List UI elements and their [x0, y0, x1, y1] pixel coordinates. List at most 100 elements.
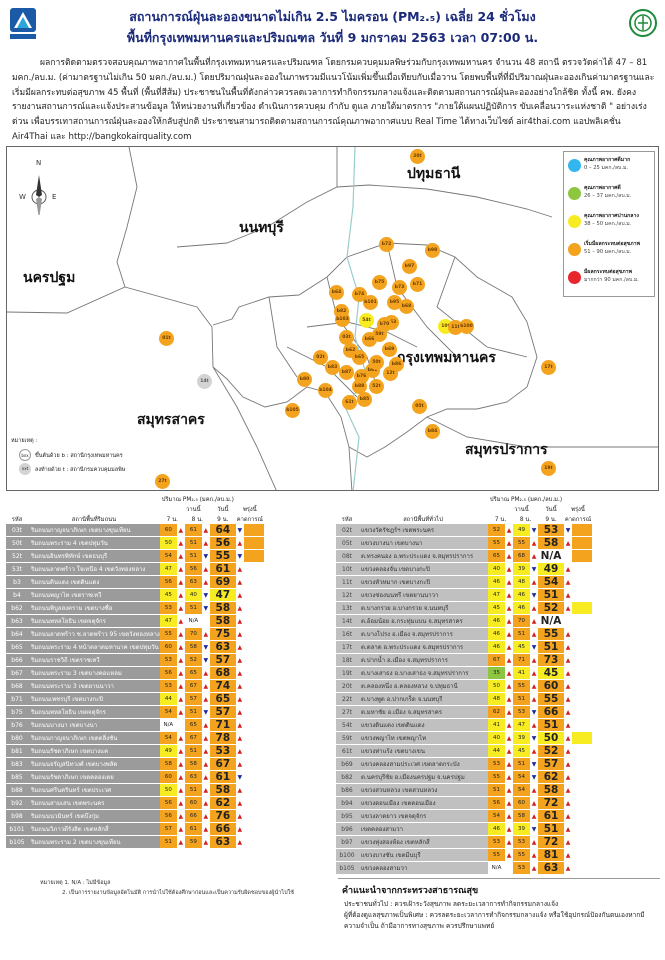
remark-text: ขึ้นต้นด้วย b : สถานีกรุงเทพมหานคร: [35, 453, 123, 459]
legend-range: 26 – 37 มคก./ลบ.ม.: [584, 193, 632, 199]
value-today: 53: [209, 744, 236, 758]
value-8am: 55: [513, 679, 530, 693]
station-code: b86: [336, 783, 358, 797]
value-today: 53: [538, 524, 564, 537]
station-code: b105: [6, 835, 28, 849]
value-7am: 56: [159, 575, 177, 589]
station-name: ริมถนนรัชดาภิเษก เขตคลองเตย: [28, 770, 160, 784]
station-code: 27t: [336, 705, 358, 719]
trend-8am-icon: ▲: [201, 731, 210, 745]
code-header: รหัส: [341, 517, 353, 523]
station-code: 52t: [6, 549, 28, 563]
station-name: แขวงบางชัน เขตมีนบุรี: [358, 848, 488, 862]
station-code: b69: [336, 757, 358, 771]
table-row: b101 ริมถนนวิภาวดีรังสิต เขตหลักสี่ 57 ▲ 61 ▲…: [6, 822, 264, 836]
station-code: b62: [6, 601, 28, 615]
trend-7am-icon: ▲: [505, 536, 513, 550]
value-8am: 65: [184, 718, 202, 732]
value-7am: 53: [488, 757, 505, 771]
table-row: b67 ริมถนนพระราม 3 เขตบางคอแหลม 56 ▲ 65 ▲ 68 ▲: [6, 666, 264, 680]
forecast-cell: [572, 614, 592, 628]
trend-7am-icon: ▲: [176, 731, 185, 745]
value-8am: 70: [513, 614, 530, 628]
value-today: 52: [538, 601, 564, 615]
forecast-cell: [572, 666, 592, 680]
today-header: วันนี้: [545, 507, 557, 513]
legend-title: มีผลกระทบต่อสุขภาพ: [584, 269, 633, 275]
station-marker: 01t: [159, 331, 174, 346]
advice-line-sensitive: ผู้ที่ต้องดูแลสุขภาพเป็นพิเศษ : ควรลดระย…: [344, 911, 645, 930]
trend-7am-icon: ▲: [505, 835, 513, 849]
trend-7am-icon: ▲: [505, 705, 513, 719]
trend-7am-icon: ▲: [176, 549, 185, 563]
station-name: ริมถนนลาดพร้าว ซ.ลาดพร้าว 95 เขตวังทองหล…: [28, 627, 160, 641]
value-8am: 57: [184, 692, 202, 706]
table-row: 52t ริมถนนอินทรพิทักษ์ เขตธนบุรี 54 ▲ 51 ▼ 55 ▼: [6, 549, 264, 563]
forecast-cell: [243, 822, 264, 836]
value-today: 55: [538, 627, 564, 641]
table-row: b94 แขวงดอนเมือง เขตดอนเมือง 56 ▲ 60 ▲ 72 ▲: [336, 796, 592, 810]
trend-7am-icon: ▲: [505, 640, 513, 654]
h7-header: 7 น.: [166, 517, 179, 523]
table-row: b88 ริมถนนศรีนครินทร์ เขตประเวศ 50 ▲ 51 ▲ 58 ▲: [6, 783, 264, 797]
trend-7am-icon: ▲: [176, 809, 185, 823]
map-legend: คุณภาพอากาศดีมาก 0 – 25 มคก./ลบ.ม. คุณภา…: [563, 151, 655, 297]
table-row: 03t ริมถนนกาญจนาภิเษก เขตบางขุนเทียน 60 ▲ 61…: [6, 524, 264, 537]
value-8am: 51: [184, 549, 202, 563]
table-row: 27t ต.มหาชัย อ.เมือง จ.สมุทรสาคร 62 ▲ 53 ▼ 66 ▲: [336, 705, 592, 719]
station-code: 20t: [336, 679, 358, 693]
trend-today-icon: ▲: [235, 718, 244, 732]
station-marker: b88: [352, 379, 367, 394]
station-code: b92: [6, 796, 28, 810]
value-8am: 65: [184, 666, 202, 680]
trend-8am-icon: ▲: [201, 562, 210, 576]
forecast-cell: [243, 770, 264, 784]
value-today: 66: [538, 705, 564, 719]
station-name: แขวงท่าแร้ง เขตบางเขน: [358, 744, 488, 758]
forecast-cell: [572, 536, 592, 550]
value-today: 52: [538, 744, 564, 758]
station-code: 13t: [336, 601, 358, 615]
value-7am: 56: [159, 666, 177, 680]
trend-7am-icon: ▲: [505, 783, 513, 797]
forecast-cell: [243, 549, 264, 563]
compass-e: E: [52, 193, 57, 201]
station-code: b82: [336, 770, 358, 784]
value-today: 60: [538, 679, 564, 693]
trend-7am-icon: ▲: [176, 835, 185, 849]
station-code: 54t: [336, 718, 358, 732]
station-marker: 03t: [339, 330, 354, 345]
yesterday-header: วานนี้: [186, 507, 201, 513]
value-7am: 40: [488, 562, 505, 576]
station-name: ริมถนนรัชดาภิเษก เขตบางแค: [28, 744, 160, 758]
value-7am: 46: [488, 640, 505, 654]
station-name: ต.บางกรวย อ.บางกรวย จ.นนทบุรี: [358, 601, 488, 615]
station-code: b94: [336, 796, 358, 810]
station-marker: 61t: [342, 395, 357, 410]
station-name: ริมถนนพหลโยธิน เขตจตุจักร: [28, 614, 160, 628]
trend-8am-icon: ▼: [201, 640, 210, 654]
station-code: b95: [336, 809, 358, 823]
value-8am: 54: [513, 770, 530, 784]
forecast-header: พรุ่งนี้: [571, 507, 585, 513]
value-7am: 53: [488, 835, 505, 849]
value-7am: 47: [488, 588, 505, 602]
trend-today-icon: ▲: [235, 744, 244, 758]
value-7am: 50: [488, 679, 505, 693]
station-name: ต.คลองหนึ่ง อ.คลองหลวง จ.ปทุมธานี: [358, 679, 488, 693]
table-row: 12t แขวงช่องนนทรี เขตยานนาวา 47 ▲ 46 ▼ 51 ▲: [336, 588, 592, 602]
station-name: ริมถนนจรัญสนิทวงศ์ เขตบางพลัด: [28, 757, 160, 771]
value-today: 63: [209, 835, 236, 849]
trend-today-icon: ▲: [564, 835, 572, 849]
trend-today-icon: ▲: [564, 809, 572, 823]
station-name: ริมถนนบางนา เขตบางนา: [28, 718, 160, 732]
value-8am: 59: [184, 835, 202, 849]
value-8am: 49: [513, 524, 530, 537]
value-today: 55: [538, 692, 564, 706]
station-name: แขวงลาดยาว เขตจตุจักร: [358, 809, 488, 823]
value-today: 65: [209, 692, 236, 706]
station-name: ต.บางเสาธง อ.บางเสาธง จ.สมุทรปราการ: [358, 666, 488, 680]
station-marker: b97: [402, 259, 417, 274]
value-7am: 53: [159, 601, 177, 615]
value-7am: 57: [159, 822, 177, 836]
